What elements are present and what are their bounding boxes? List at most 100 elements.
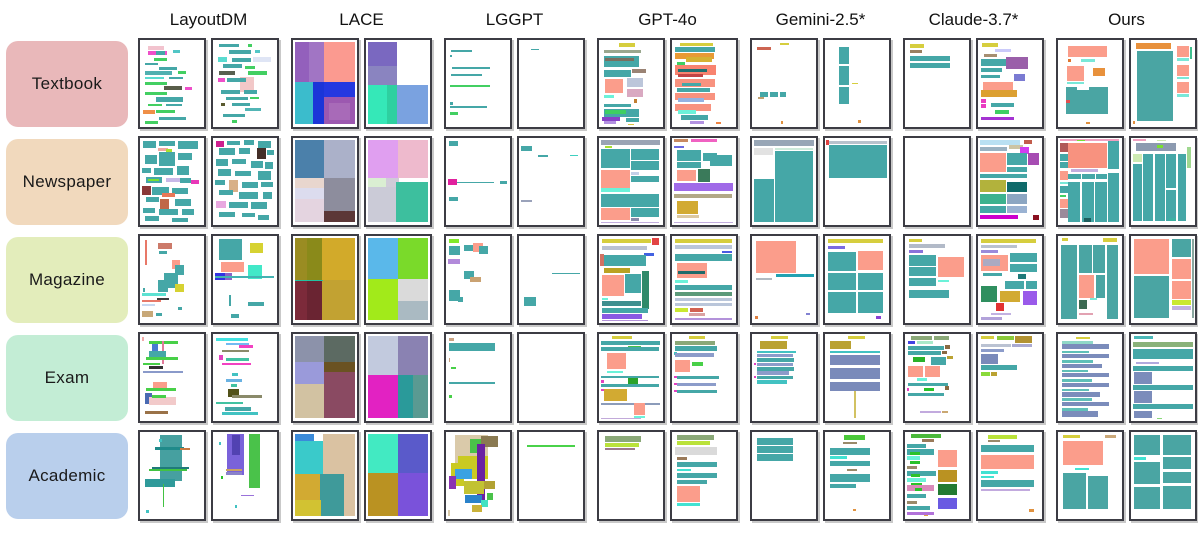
layout-block — [1095, 275, 1106, 298]
layout-block — [908, 243, 945, 249]
layout-block — [449, 394, 452, 399]
layout-block — [604, 49, 642, 54]
layout-block — [1062, 388, 1090, 392]
layout-block — [294, 279, 324, 282]
layout-block — [1062, 382, 1109, 388]
layout-block — [691, 361, 704, 367]
layout-block — [983, 81, 1013, 93]
layout-block — [173, 50, 180, 54]
layout-block — [479, 245, 489, 255]
layout-block — [984, 53, 998, 58]
layout-block — [216, 200, 226, 208]
layout-block — [1090, 297, 1098, 301]
layout-block — [625, 118, 639, 122]
cell-gpt-4o-magazine — [597, 234, 738, 325]
layout-block — [757, 350, 796, 354]
cell-claude-3-7-magazine — [903, 234, 1044, 325]
layout-block — [908, 382, 948, 387]
method-header-gemini-2-5: Gemini-2.5* — [775, 10, 866, 29]
layout-block — [143, 362, 160, 366]
layout-block — [626, 78, 643, 87]
layout-thumbnail-lace-textbook-1 — [291, 38, 359, 129]
layout-block — [987, 439, 1001, 443]
layout-thumbnail-lggpt-academic-1 — [444, 430, 512, 521]
layout-block — [1066, 100, 1071, 103]
layout-thumbnail-ours-academic-2 — [1129, 430, 1197, 521]
layout-block — [145, 155, 157, 165]
layout-block — [159, 438, 162, 442]
layout-block — [225, 472, 243, 475]
layout-block — [673, 193, 732, 199]
layout-block — [912, 356, 926, 362]
layout-block — [759, 92, 768, 98]
layout-block — [294, 178, 325, 189]
layout-block — [143, 288, 146, 292]
layout-block — [677, 461, 717, 467]
layout-block — [294, 440, 324, 474]
layout-block — [160, 435, 183, 481]
layout-block — [853, 508, 857, 512]
layout-block — [673, 375, 678, 379]
layout-block — [328, 102, 350, 121]
layout-block — [600, 208, 630, 220]
layout-block — [480, 499, 489, 507]
layout-block — [141, 185, 151, 195]
layout-block — [677, 435, 715, 440]
layout-block — [222, 113, 245, 118]
layout-block — [145, 240, 148, 265]
cell-layoutdm-exam — [138, 332, 279, 423]
layout-block — [632, 68, 647, 74]
layout-block — [604, 120, 616, 124]
layout-block — [604, 255, 647, 267]
layout-block — [675, 280, 688, 283]
layout-block — [979, 205, 1006, 213]
layout-block — [1163, 472, 1192, 484]
layout-block — [141, 300, 162, 303]
layout-block — [449, 54, 453, 58]
layout-block — [677, 479, 707, 485]
layout-block — [294, 383, 324, 419]
layout-block — [248, 44, 253, 47]
layout-block — [1061, 237, 1069, 242]
layout-block — [1006, 152, 1028, 165]
layout-block — [219, 71, 235, 75]
layout-block — [1062, 379, 1092, 382]
layout-block — [1093, 67, 1105, 76]
layout-block — [214, 276, 274, 278]
layout-block — [141, 310, 154, 317]
layout-block — [924, 514, 929, 517]
layout-block — [981, 454, 1034, 470]
layout-block — [906, 465, 917, 470]
layout-block — [605, 110, 626, 114]
layout-block — [294, 361, 324, 384]
layout-block — [159, 116, 187, 121]
layout-block — [600, 149, 630, 169]
layout-block — [156, 110, 176, 114]
layout-block — [227, 78, 247, 82]
layout-block — [911, 335, 932, 341]
layout-block — [165, 178, 180, 183]
cell-ours-exam — [1056, 332, 1197, 423]
layout-block — [753, 362, 757, 366]
layout-block — [753, 139, 815, 146]
layout-block — [851, 82, 858, 85]
layout-block — [769, 92, 779, 98]
layout-block — [1107, 141, 1120, 170]
layout-block — [324, 41, 356, 82]
layout-block — [759, 340, 787, 349]
layout-block — [906, 471, 937, 477]
layout-block — [1189, 46, 1192, 60]
layout-block — [942, 410, 948, 414]
layout-block — [981, 43, 999, 47]
layout-block — [216, 158, 228, 166]
layout-block — [321, 279, 356, 321]
layout-block — [148, 340, 179, 344]
layout-block — [145, 81, 167, 86]
layout-block — [981, 343, 1011, 348]
layout-block — [229, 50, 252, 54]
layout-block — [294, 139, 325, 178]
layout-block — [307, 279, 325, 321]
layout-block — [1063, 472, 1087, 510]
layout-block — [908, 238, 922, 243]
layout-block — [157, 279, 169, 292]
